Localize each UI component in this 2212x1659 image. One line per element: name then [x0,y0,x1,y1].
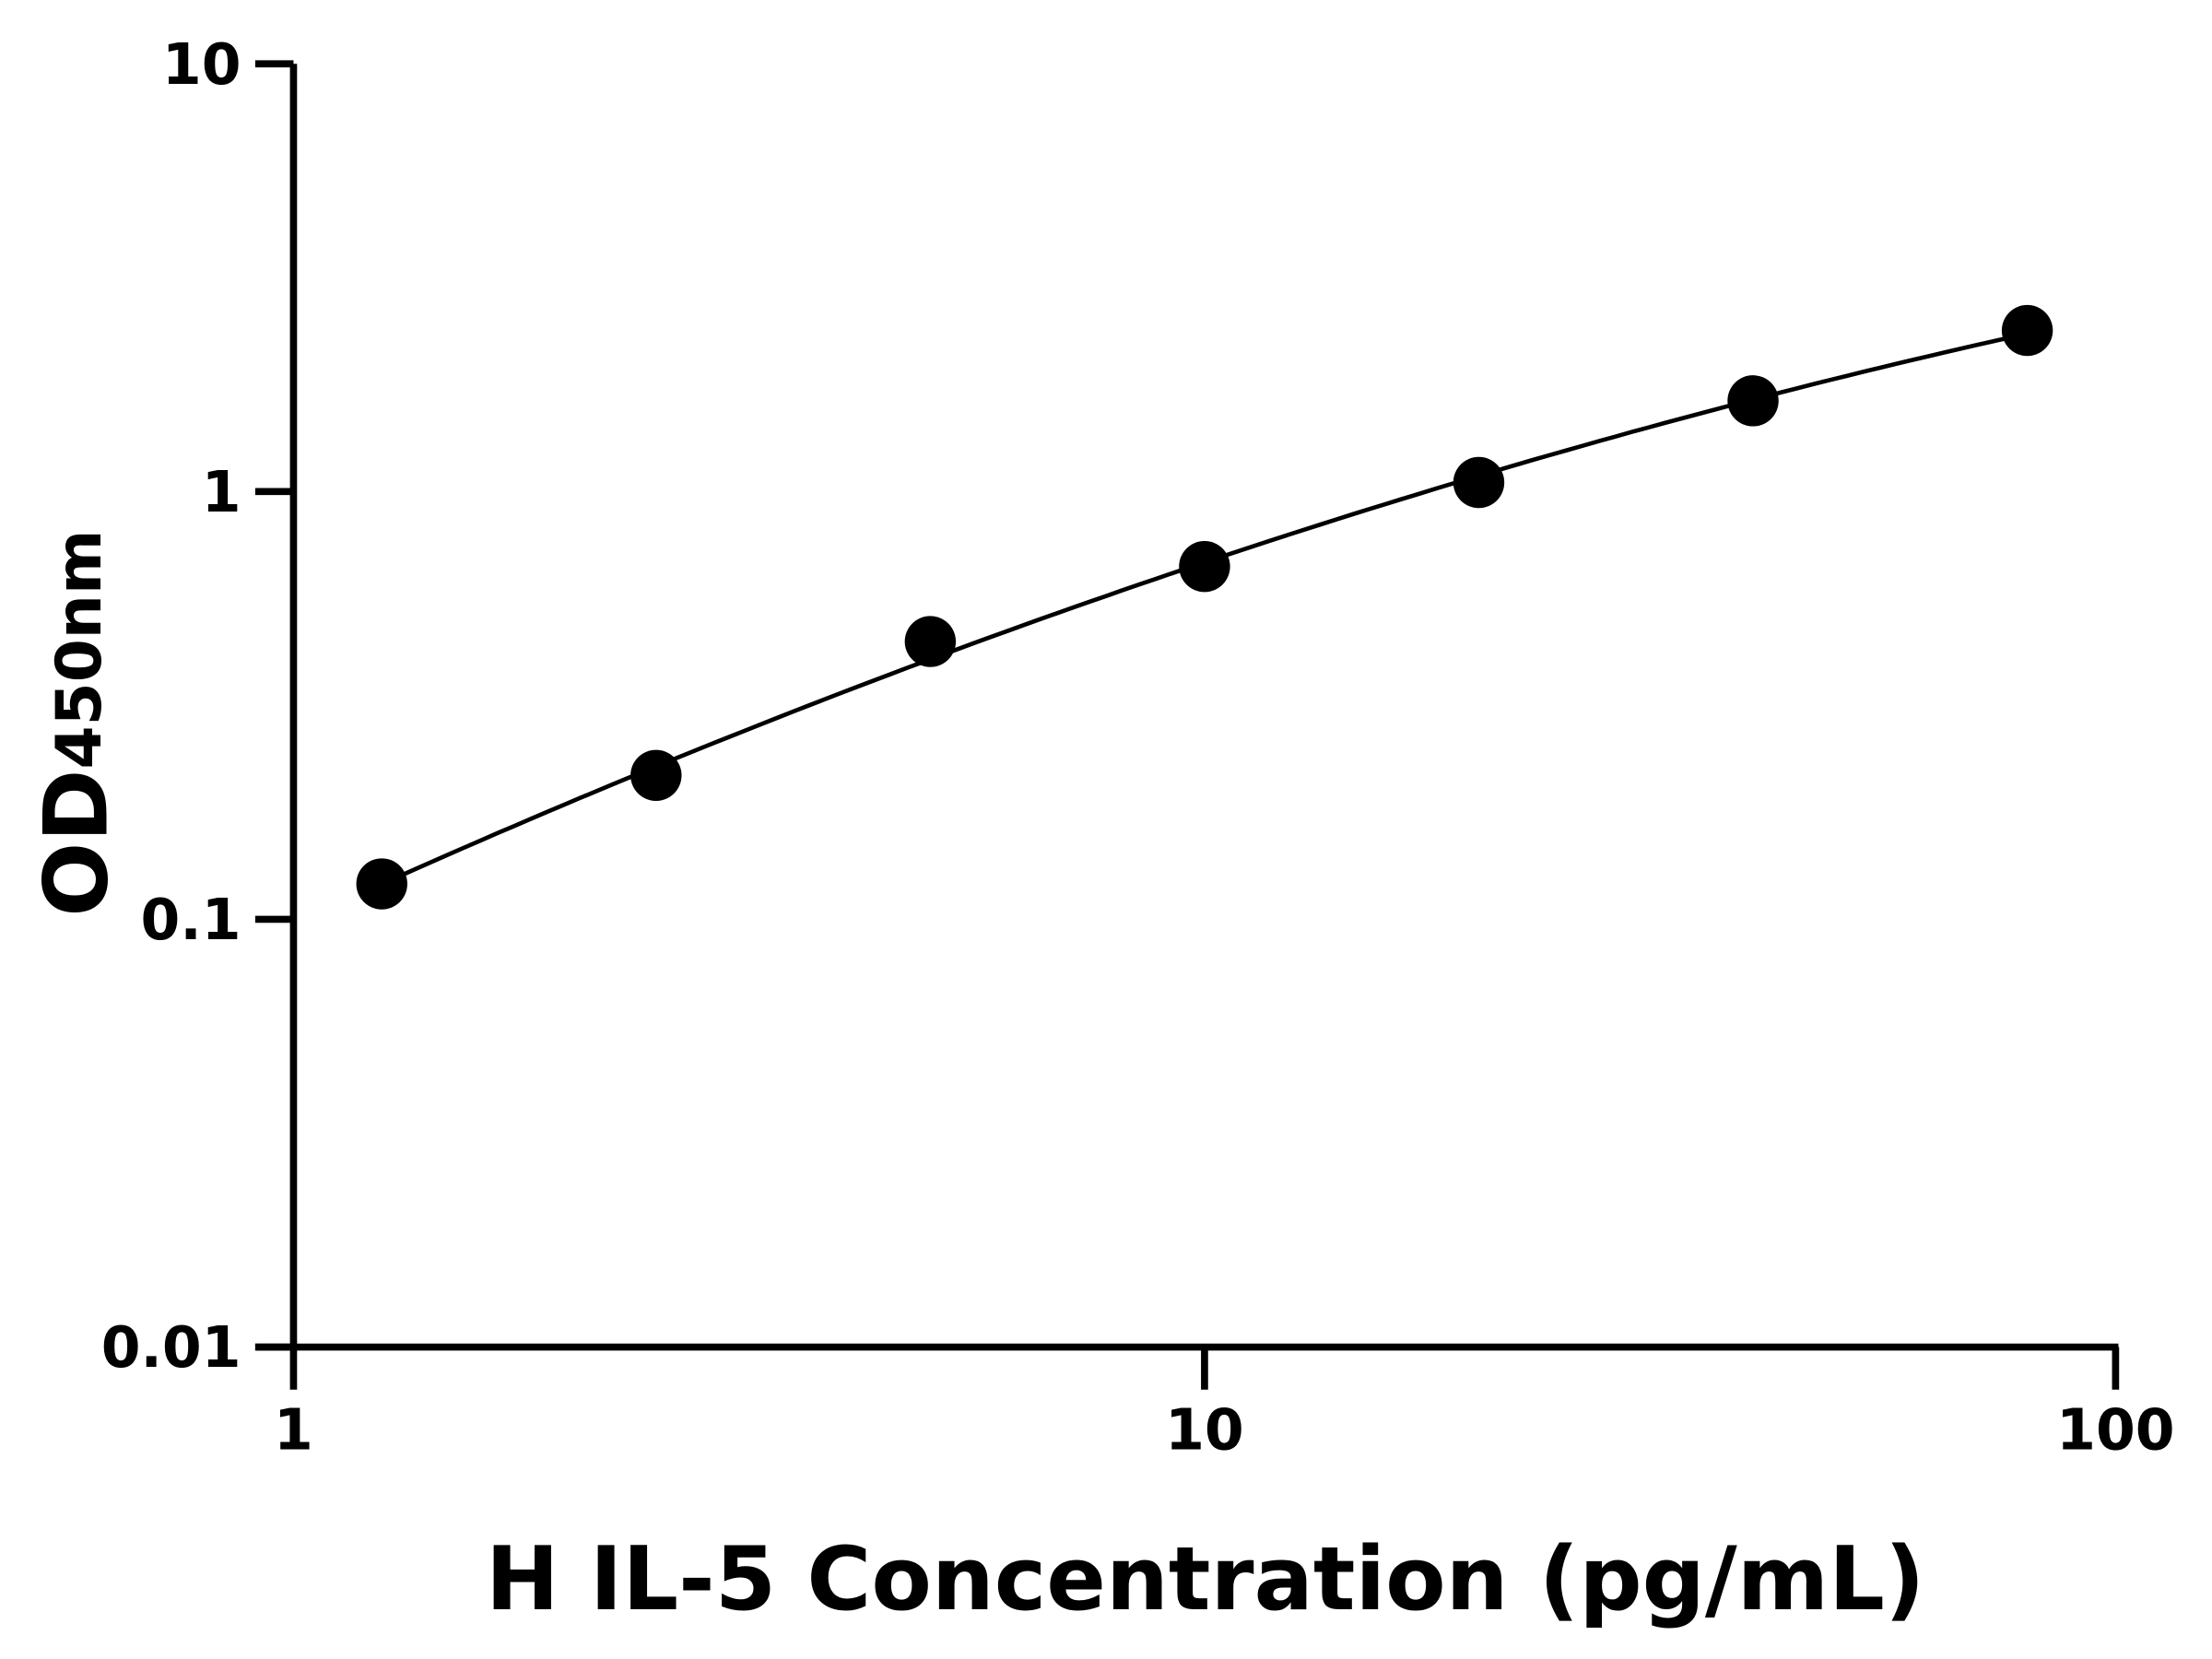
fit-curve [381,331,2029,887]
y-tick-label: 0.1 [141,887,241,953]
y-axis-label-sub: 450nm [42,529,115,769]
data-point [356,858,407,910]
x-tick-label: 1 [274,1396,313,1463]
x-axis-label: H IL-5 Concentration (pg/mL) [486,1528,1925,1630]
y-axis-label: OD450nm [25,529,127,916]
data-point [1179,540,1230,593]
data-point [1727,375,1779,427]
data-point [630,749,682,801]
y-tick-label: 1 [202,459,241,525]
y-axis-label-main: OD [25,769,127,916]
y-tick-label: 10 [162,31,241,98]
axes [254,64,2119,1351]
data-point [1453,456,1505,509]
data-point [2001,304,2053,357]
x-tick-label: 100 [2056,1396,2174,1463]
x-tick-label: 10 [1165,1396,1244,1463]
y-tick-label: 0.01 [101,1314,241,1381]
data-point [904,616,957,667]
